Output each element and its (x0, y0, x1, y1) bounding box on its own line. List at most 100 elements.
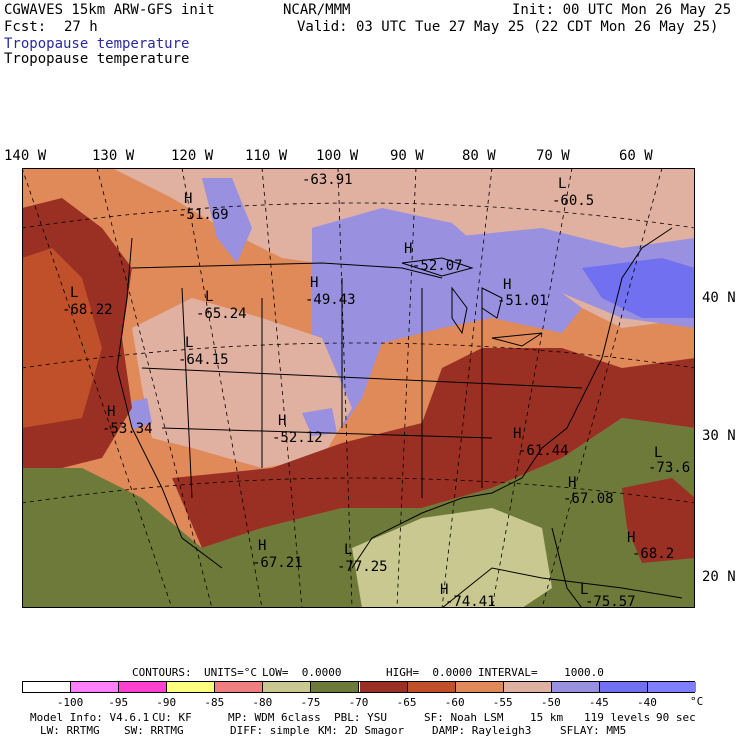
annotation-marker: H (184, 191, 193, 207)
colorbar-cell (263, 682, 312, 692)
lon-label-140w: 140 W (4, 148, 47, 164)
colorbar-cell (167, 682, 216, 692)
annotation-value: -65.24 (196, 306, 247, 322)
annotation-value: -64.15 (178, 352, 229, 368)
model-title: CGWAVES 15km ARW-GFS init (4, 2, 215, 18)
field-caribbean-red (622, 478, 695, 563)
lon-label-120w: 120 W (171, 148, 214, 164)
colorbar-cell (311, 682, 360, 692)
colorbar-cell (503, 682, 552, 692)
annotation-value: -68.22 (62, 302, 113, 318)
colorbar-cell (119, 682, 168, 692)
colorbar-cell (23, 682, 72, 692)
colorbar-tick-label: -100 (56, 696, 84, 709)
annotation-value: -74.41 (445, 594, 496, 610)
footer-diff: DIFF: simple (230, 724, 310, 737)
tropopause-temperature-map (22, 168, 695, 608)
annotation-value: -53.34 (102, 421, 153, 437)
annotation-marker: H (503, 277, 512, 293)
field-northwest-lavender (202, 178, 252, 263)
high-label: HIGH= 0.0000 (386, 666, 473, 679)
field-west-pink (132, 298, 352, 468)
footer-km: KM: 2D Smagor (318, 724, 405, 737)
annotation-marker: H (278, 413, 287, 429)
field-ne-blue (582, 258, 695, 318)
annotation-marker: L (205, 289, 214, 305)
colorbar-tick-label: -85 (204, 696, 225, 709)
annotation-value: -67.21 (252, 555, 303, 571)
annotation-value: -51.69 (178, 207, 229, 223)
annotation-value: -51.01 (497, 293, 548, 309)
colorbar-cell (359, 682, 408, 692)
colorbar-tick-label: -45 (588, 696, 609, 709)
colorbar-tick-label: -75 (300, 696, 321, 709)
field-southern-red (172, 348, 695, 548)
coastlines (116, 227, 683, 608)
footer-damp: DAMP: Rayleigh3 (432, 724, 532, 737)
footer-levels: 119 levels (584, 711, 651, 724)
annotation-value: -52.12 (272, 430, 323, 446)
footer-cu: CU: KF (152, 711, 192, 724)
footer-timestep: 90 sec (656, 711, 696, 724)
field-title-shaded: Tropopause temperature (4, 36, 190, 52)
annotation-marker: H (107, 404, 116, 420)
annotation-value: -68.2 (632, 546, 675, 562)
field-title: Tropopause temperature (4, 51, 190, 67)
annotation-value: -63.91 (302, 172, 353, 188)
forecast-hour: 27 h (64, 19, 98, 35)
footer-model-info: Model Info: V4.6.1 (30, 711, 150, 724)
footer-sflay: SFLAY: MM5 (560, 724, 627, 737)
annotation-marker: H (627, 530, 636, 546)
lat-label-40n: 40 N (702, 290, 736, 306)
field-gulf-light-olive (352, 508, 552, 608)
annotation-value: -67.08 (563, 491, 614, 507)
annotation-marker: H (310, 275, 319, 291)
lon-label-100w: 100 W (316, 148, 359, 164)
lon-label-90w: 90 W (390, 148, 424, 164)
annotation-marker: H (404, 241, 413, 257)
annotation-value: -75.57 (585, 594, 636, 610)
colorbar-tick-label: -60 (444, 696, 465, 709)
annotation-marker: L (654, 445, 663, 461)
grid-lines (22, 168, 695, 608)
annotation-marker: L (185, 335, 194, 351)
footer-sw: SW: RRTMG (124, 724, 184, 737)
footer-resolution: 15 km (530, 711, 564, 724)
footer-mp: MP: WDM 6class (228, 711, 321, 724)
field-central-lavender (312, 208, 582, 428)
annotation-marker: H (258, 538, 267, 554)
annotation-marker: H (568, 475, 577, 491)
org-label: NCAR/MMM (283, 2, 351, 18)
annotation-marker: L (580, 582, 589, 598)
forecast-label: Fcst: (4, 19, 47, 35)
annotation-value: -49.43 (305, 292, 356, 308)
lon-label-130w: 130 W (92, 148, 135, 164)
colorbar-cell (71, 682, 120, 692)
lon-label-80w: 80 W (462, 148, 496, 164)
footer-lw: LW: RRTMG (40, 724, 100, 737)
footer-pbl: PBL: YSU (334, 711, 387, 724)
colorbar-tick-label: -80 (252, 696, 273, 709)
annotation-marker: H (440, 582, 449, 598)
great-lakes (401, 257, 543, 347)
low-label: LOW= 0.0000 (262, 666, 342, 679)
colorbar-tick-label: -90 (156, 696, 177, 709)
colorbar-tick-label: -50 (540, 696, 561, 709)
colorbar-cell (407, 682, 456, 692)
annotation-marker: H (513, 426, 522, 442)
lat-label-30n: 30 N (702, 428, 736, 444)
footer-sf: SF: Noah LSM (424, 711, 504, 724)
field-small-lavender-ca (127, 398, 152, 430)
contours-label: CONTOURS: (132, 666, 192, 679)
colorbar (22, 681, 696, 693)
init-time: Init: 00 UTC Mon 26 May 25 (512, 2, 732, 18)
colorbar-tick-label: -95 (108, 696, 129, 709)
annotation-value: -77.25 (337, 559, 388, 575)
colorbar-cell (215, 682, 264, 692)
field-small-lavender-tx (302, 408, 337, 436)
valid-time: Valid: 03 UTC Tue 27 May 25 (22 CDT Mon … (297, 19, 719, 35)
colorbar-cell (647, 682, 696, 692)
annotation-marker: L (70, 285, 79, 301)
annotation-marker: L (344, 542, 353, 558)
lon-label-60w: 60 W (619, 148, 653, 164)
